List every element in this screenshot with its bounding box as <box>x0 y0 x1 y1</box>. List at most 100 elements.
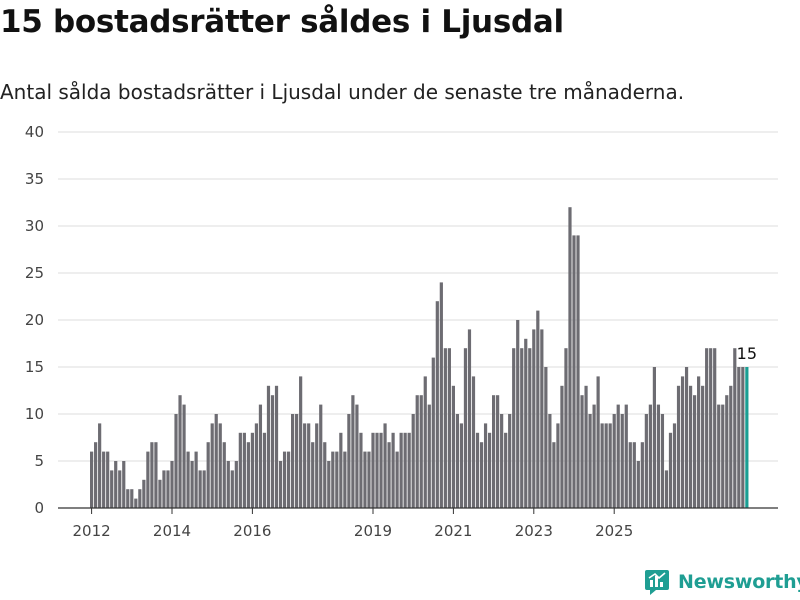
bar <box>178 395 182 508</box>
bar <box>540 329 544 508</box>
bar <box>371 432 375 508</box>
bar <box>258 404 263 508</box>
x-axis: 2012 2014 2016 2019 2021 2023 2025 <box>58 507 778 540</box>
bar <box>343 451 347 508</box>
bar <box>379 432 383 508</box>
bar <box>146 451 150 508</box>
bar <box>636 461 640 508</box>
x-tick-label: 2016 <box>233 522 271 540</box>
newsworthy-logo-text: Newsworthy <box>678 571 800 593</box>
bar <box>335 451 339 508</box>
bar <box>226 461 230 508</box>
bars <box>90 207 749 508</box>
y-tick-label: 0 <box>34 499 44 517</box>
newsworthy-logo[interactable]: Newsworthy <box>644 568 800 596</box>
bar <box>660 414 665 508</box>
bar <box>668 432 673 508</box>
bar <box>576 235 580 508</box>
x-tick-label: 2021 <box>434 522 472 540</box>
annotations: 15 <box>737 344 757 363</box>
bar <box>717 404 721 508</box>
bar <box>616 404 620 508</box>
bar <box>319 404 323 508</box>
bar <box>90 451 94 508</box>
bar <box>628 442 632 508</box>
bar <box>234 461 238 508</box>
bar <box>459 423 464 508</box>
bar <box>166 470 170 508</box>
bar <box>664 470 669 508</box>
bar <box>198 470 202 508</box>
bar <box>435 301 439 508</box>
y-tick-label: 15 <box>25 358 44 376</box>
bar <box>447 348 451 508</box>
x-tick-label: 2012 <box>73 522 111 540</box>
bar <box>150 442 154 508</box>
x-tick-label: 2023 <box>515 522 553 540</box>
bar <box>512 348 516 508</box>
bar <box>705 348 709 508</box>
bar <box>202 470 206 508</box>
bar <box>162 470 166 508</box>
bar <box>194 451 198 508</box>
bar <box>423 376 427 508</box>
bar <box>600 423 604 508</box>
bar <box>552 442 556 508</box>
bar <box>138 489 142 508</box>
bar <box>729 385 733 508</box>
bar <box>520 348 524 508</box>
bar <box>411 414 415 508</box>
bar <box>483 423 488 508</box>
bar <box>102 451 106 508</box>
bar <box>339 432 343 508</box>
bar <box>110 470 114 508</box>
bar <box>604 423 608 508</box>
bar <box>242 432 246 508</box>
bar <box>648 404 652 508</box>
bar <box>387 442 391 508</box>
bar-highlight <box>745 367 749 508</box>
bar <box>471 376 476 508</box>
x-tick-label: 2025 <box>595 522 633 540</box>
bar <box>134 498 138 508</box>
bar <box>455 414 460 508</box>
chart-subtitle: Antal sålda bostadsrätter i Ljusdal unde… <box>0 80 685 104</box>
bar <box>741 367 745 508</box>
bar <box>451 385 455 508</box>
bar <box>640 442 644 508</box>
bar <box>431 357 435 508</box>
bar <box>122 461 126 508</box>
bar <box>632 442 636 508</box>
bar <box>250 432 254 508</box>
bar <box>439 282 443 508</box>
newsworthy-logo-icon <box>645 570 669 595</box>
bar <box>612 414 616 508</box>
bar <box>395 451 399 508</box>
bar <box>391 432 395 508</box>
bar <box>282 451 287 508</box>
bar <box>528 348 532 508</box>
bar <box>214 414 218 508</box>
bar <box>524 338 528 508</box>
bar-value-label: 15 <box>737 344 757 363</box>
bar <box>130 489 134 508</box>
bar <box>652 367 656 508</box>
bar <box>331 451 335 508</box>
bar <box>186 451 190 508</box>
bar <box>475 432 480 508</box>
bar <box>500 414 504 508</box>
bar <box>733 348 737 508</box>
bar <box>170 461 174 508</box>
bar <box>355 404 359 508</box>
bar <box>315 423 319 508</box>
bar <box>210 423 214 508</box>
x-tick-label: 2019 <box>354 522 392 540</box>
bar <box>479 442 484 508</box>
bar <box>399 432 403 508</box>
bar <box>572 235 576 508</box>
bar <box>620 414 624 508</box>
bar <box>182 404 186 508</box>
bar <box>721 404 725 508</box>
y-tick-label: 20 <box>25 311 44 329</box>
bar <box>206 442 210 508</box>
